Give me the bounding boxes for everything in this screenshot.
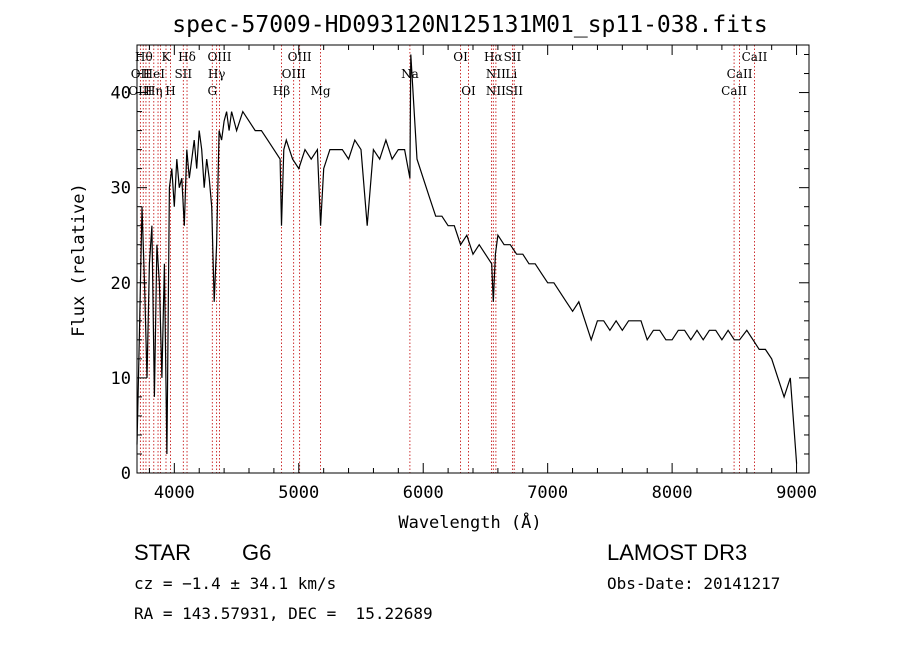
x-axis-label: Wavelength (Å) bbox=[398, 511, 541, 533]
line-label: SII bbox=[504, 50, 522, 64]
object-subclass: G6 bbox=[242, 540, 272, 565]
coordinates: RA = 143.57931, DEC = 15.22689 bbox=[134, 604, 433, 623]
chart-title: spec-57009-HD093120N125131M01_sp11-038.f… bbox=[172, 12, 767, 38]
spectrum-line bbox=[136, 54, 798, 464]
plot-frame bbox=[136, 44, 810, 474]
line-label: NII bbox=[486, 84, 506, 98]
line-label: Hβ bbox=[273, 84, 290, 98]
x-tick-label: 8000 bbox=[652, 483, 693, 503]
line-label: CaII bbox=[721, 84, 747, 98]
y-tick-label: 30 bbox=[111, 179, 131, 199]
line-label: Hθ bbox=[135, 50, 153, 64]
y-tick-label: 40 bbox=[111, 84, 131, 104]
y-tick-label: 10 bbox=[111, 369, 131, 389]
x-tick-label: 5000 bbox=[278, 483, 319, 503]
observation-date: Obs-Date: 20141217 bbox=[607, 574, 781, 593]
survey-name: LAMOST DR3 bbox=[607, 540, 748, 565]
y-tick-label: 20 bbox=[111, 274, 131, 294]
spectrum-chart: spec-57009-HD093120N125131M01_sp11-038.f… bbox=[69, 12, 817, 533]
object-class: STAR bbox=[134, 540, 192, 565]
line-label: Li bbox=[505, 67, 517, 81]
redshift-cz: cz = −1.4 ± 34.1 km/s bbox=[134, 574, 337, 593]
line-label: G bbox=[207, 84, 217, 98]
line-label: NII bbox=[486, 67, 506, 81]
emission-line-markers bbox=[139, 45, 755, 473]
x-tick-label: 4000 bbox=[154, 483, 195, 503]
line-label: Hδ bbox=[178, 50, 196, 64]
line-label: CaII bbox=[742, 50, 768, 64]
line-label: Mg bbox=[311, 84, 331, 98]
x-tick-label: 9000 bbox=[776, 483, 817, 503]
x-tick-label: 7000 bbox=[527, 483, 568, 503]
line-label: OI bbox=[453, 50, 468, 64]
axis-ticks: 4000 5000 6000 7000 8000 9000 0 10 20 30 40 bbox=[111, 45, 817, 503]
line-label: Na bbox=[401, 67, 419, 81]
line-label: SII bbox=[174, 67, 192, 81]
line-label: OIII bbox=[288, 50, 312, 64]
line-label: OI bbox=[461, 84, 476, 98]
line-label: CaII bbox=[727, 67, 753, 81]
y-axis-label: Flux (relative) bbox=[69, 183, 89, 337]
y-tick-label: 0 bbox=[121, 464, 131, 484]
x-tick-label: 6000 bbox=[403, 483, 444, 503]
line-label: HeI bbox=[143, 67, 166, 81]
line-label: H bbox=[165, 84, 175, 98]
line-label: SII bbox=[505, 84, 523, 98]
line-label: OIII bbox=[207, 50, 231, 64]
line-label: OIII bbox=[282, 67, 306, 81]
line-label: Hη bbox=[145, 84, 163, 98]
line-label: Hγ bbox=[208, 67, 226, 81]
line-label: OIII bbox=[128, 84, 152, 98]
line-label: Hα bbox=[484, 50, 503, 64]
line-label: K bbox=[162, 50, 172, 64]
